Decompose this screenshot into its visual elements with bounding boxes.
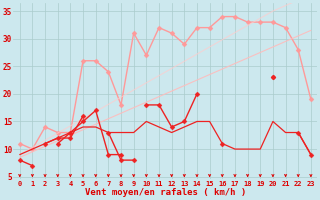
X-axis label: Vent moyen/en rafales ( km/h ): Vent moyen/en rafales ( km/h ) (85, 188, 246, 197)
